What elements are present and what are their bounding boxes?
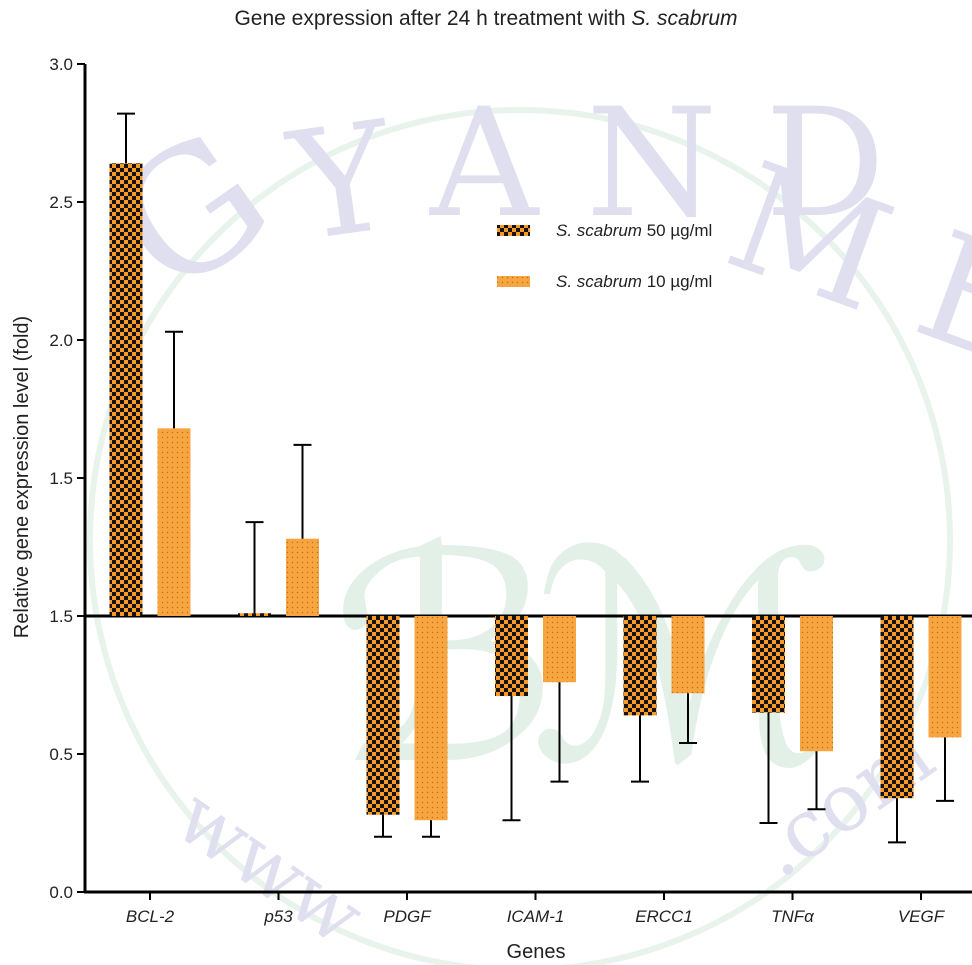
bar-ERCC1-series1 <box>623 616 657 716</box>
x-axis-title: Genes <box>507 941 566 963</box>
x-tick-label-p53: p53 <box>263 907 293 926</box>
y-axis-title: Relative gene expression level (fold) <box>11 316 33 638</box>
chart-title-italic: S. scabrum <box>631 7 737 30</box>
bar-ICAM-1-series1 <box>495 616 528 697</box>
bar-ICAM-1-series2 <box>543 616 576 683</box>
y-tick-label: 1.5 <box>49 469 73 488</box>
bar-p53-series1 <box>238 613 271 616</box>
y-tick-label: 2.0 <box>49 331 73 350</box>
bar-BCL-2-series2 <box>157 428 191 616</box>
chart-title: Gene expression after 24 h treatment wit… <box>234 7 737 30</box>
y-tick-label: 1.5 <box>49 607 73 626</box>
bar-PDGF-series1 <box>366 616 400 815</box>
x-tick-label-ERCC1: ERCC1 <box>635 907 693 926</box>
x-tick-label-BCL-2: BCL-2 <box>126 907 175 926</box>
bar-p53-series2 <box>286 538 319 616</box>
x-axis-labels: BCL-2 p53 PDGF ICAM-1 ERCC1 TNFα VEGF <box>126 892 946 926</box>
bar-ERCC1-series2 <box>671 616 705 694</box>
bar-BCL-2-series1 <box>109 163 143 617</box>
legend-label-50: S. scabrum 50 µg/ml <box>556 221 712 240</box>
x-tick-label-ICAM-1: ICAM-1 <box>507 907 565 926</box>
bar-TNFα-series1 <box>752 616 785 713</box>
y-tick-label: 0.5 <box>49 745 73 764</box>
legend-label-10: S. scabrum 10 µg/ml <box>556 272 712 291</box>
bar-TNFα-series2 <box>800 616 833 752</box>
svg-text:A N D: A N D <box>429 77 885 251</box>
y-tick-label: 0.0 <box>49 883 73 902</box>
bar-PDGF-series2 <box>414 616 448 821</box>
bar-VEGF-series2 <box>928 616 962 738</box>
legend: S. scabrum 50 µg/ml S. scabrum 10 µg/ml <box>497 221 712 291</box>
bars-group <box>109 163 962 821</box>
bar-VEGF-series1 <box>880 616 914 799</box>
x-tick-label-PDGF: PDGF <box>383 907 432 926</box>
chart-title-main: Gene expression after 24 h treatment wit… <box>234 7 631 30</box>
legend-swatch-50 <box>497 225 530 236</box>
watermark: G Y A N D M E ℬ ℳ www .com <box>80 77 972 965</box>
x-tick-label-VEGF: VEGF <box>898 907 946 926</box>
legend-swatch-10 <box>497 276 530 287</box>
x-tick-label-TNFα: TNFα <box>771 907 815 926</box>
y-tick-label: 3.0 <box>49 55 73 74</box>
y-axis-ticks: 0.0 0.5 1.5 1.5 2.0 2.5 3.0 <box>49 55 85 902</box>
y-tick-label: 2.5 <box>49 193 73 212</box>
error-bars-group <box>117 112 954 844</box>
